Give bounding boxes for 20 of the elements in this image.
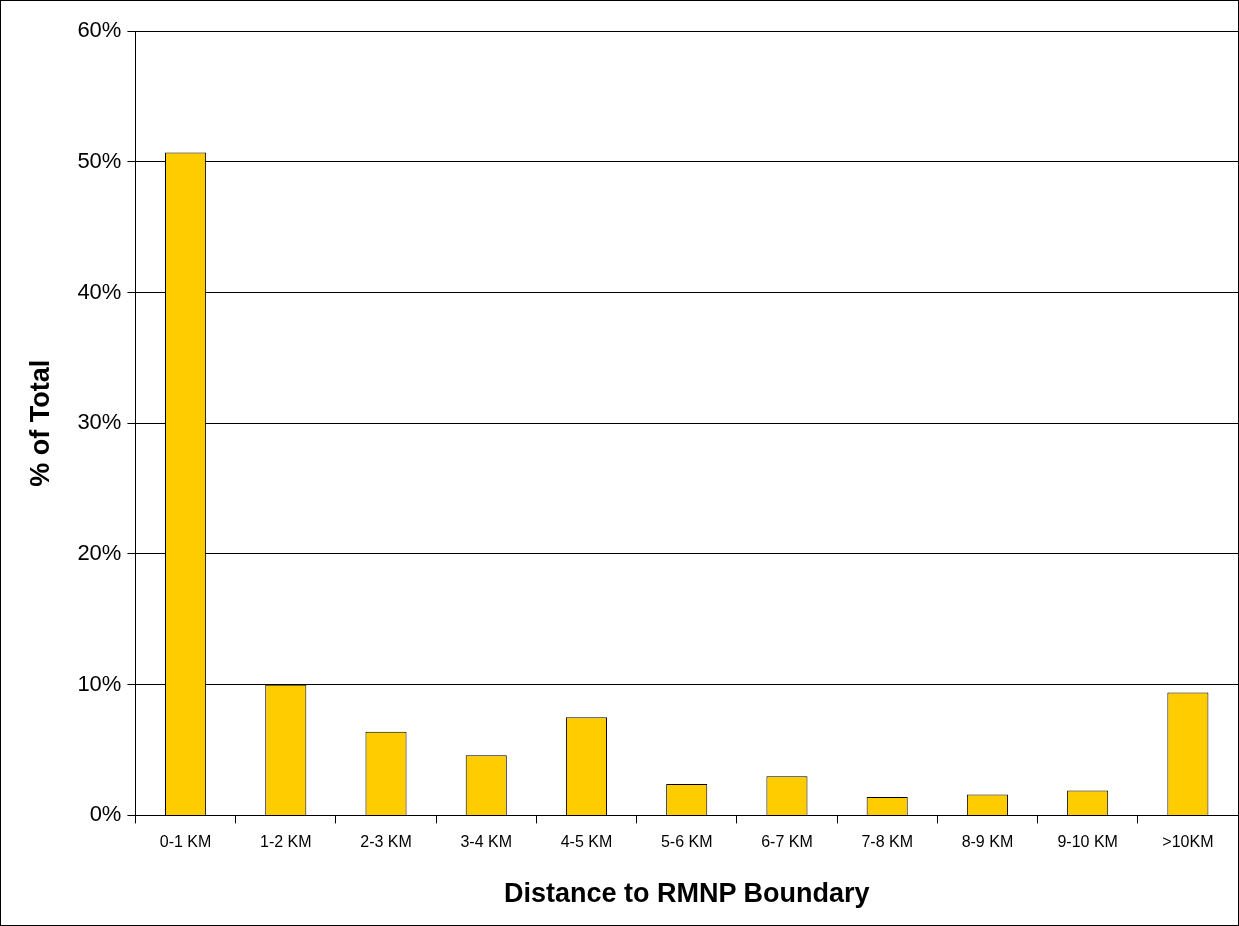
x-tick-label: 1-2 KM [259, 833, 312, 851]
y-tick-label: 20% [77, 540, 122, 565]
x-tick-label: 0-1 KM [159, 833, 212, 851]
x-tick-label: 7-8 KM [861, 833, 913, 851]
x-tick-label: 8-9 KM [961, 833, 1014, 851]
y-tick-label: 10% [77, 670, 122, 696]
x-tick-label: 4-5 KM [560, 833, 613, 851]
y-tick-label: 0% [89, 801, 122, 827]
y-tick-label: 60% [77, 17, 122, 43]
y-tick-label: 40% [77, 278, 122, 304]
x-tick-label: 6-7 KM [761, 833, 813, 851]
y-axis-title: % of Total [24, 359, 55, 487]
x-tick-label: 5-6 KM [660, 833, 713, 851]
x-tick-label: 9-10 KM [1057, 833, 1118, 851]
x-tick-label: >10KM [1162, 833, 1214, 851]
y-tick-label: 30% [77, 409, 122, 435]
y-tick-label: 50% [77, 147, 122, 173]
x-tick-label: 2-3 KM [360, 833, 412, 851]
x-tick-label: 3-4 KM [460, 833, 513, 851]
x-axis-title: Distance to RMNP Boundary [503, 878, 870, 909]
